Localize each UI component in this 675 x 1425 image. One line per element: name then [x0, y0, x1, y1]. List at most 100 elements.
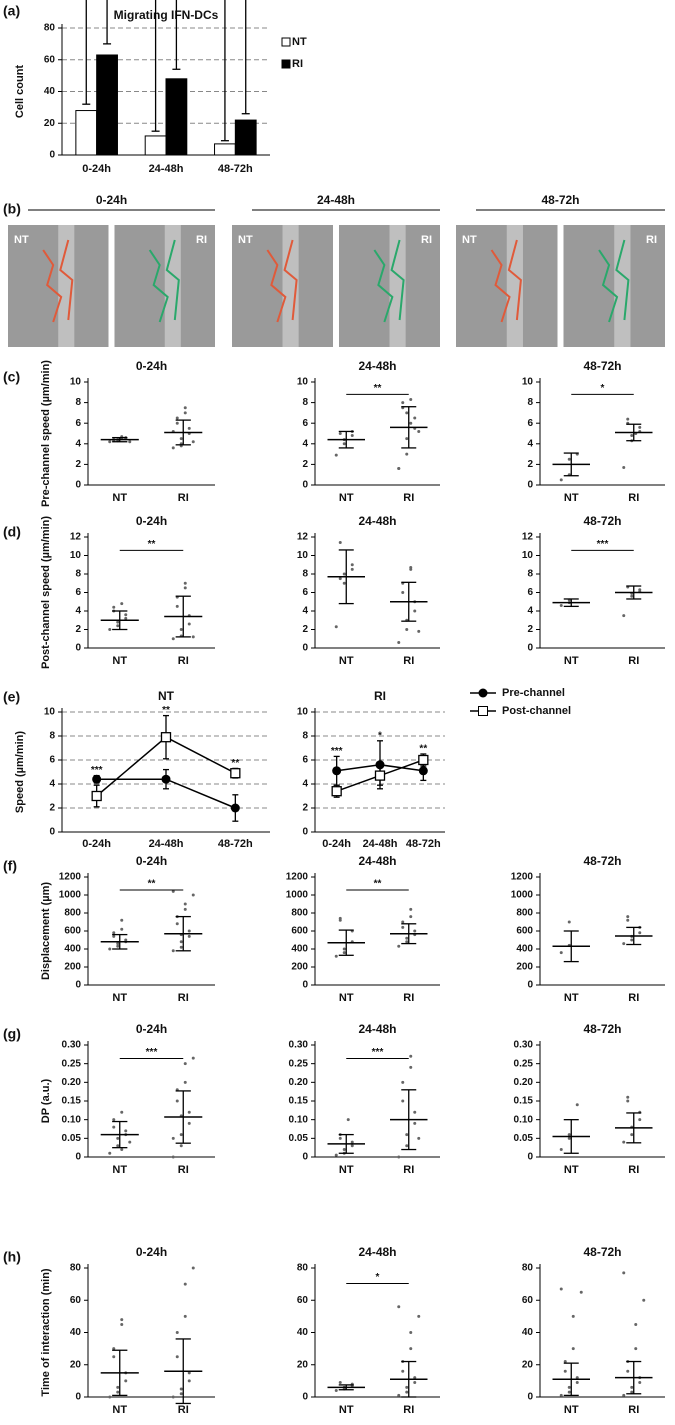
significance-label: * — [378, 730, 382, 741]
x-tick-label: NT — [112, 1164, 127, 1176]
x-tick-label: NT — [339, 492, 354, 504]
data-point — [417, 629, 421, 633]
y-tick-label: 800 — [516, 908, 533, 919]
data-point — [630, 434, 634, 438]
chart-title: 24-48h — [358, 1245, 396, 1259]
data-point — [413, 1121, 417, 1125]
y-tick-label: 0.30 — [62, 1040, 82, 1051]
data-point — [187, 1110, 191, 1114]
y-tick-label: 10 — [70, 377, 82, 388]
data-point — [183, 1282, 187, 1286]
y-tick-label: 0.05 — [289, 1133, 309, 1144]
chart-title: 0-24h — [136, 1245, 167, 1259]
chart-title: 24-48h — [358, 854, 396, 868]
y-tick-label: 1000 — [511, 890, 534, 901]
data-point — [175, 1355, 179, 1359]
y-tick-label: 6 — [302, 587, 308, 598]
data-point — [405, 437, 409, 441]
data-point — [116, 1144, 120, 1148]
data-point — [120, 1110, 124, 1114]
data-point — [191, 1056, 195, 1060]
y-tick-label: 600 — [291, 926, 308, 937]
data-point — [630, 938, 634, 942]
x-tick-label: NT — [339, 1164, 354, 1176]
chart-title: 24-48h — [358, 514, 396, 528]
data-point — [112, 605, 116, 609]
cell-tracks — [373, 239, 405, 323]
data-point — [638, 1380, 642, 1384]
legend-marker — [478, 706, 488, 716]
data-point — [171, 446, 175, 450]
data-point — [626, 918, 630, 922]
data-point — [334, 1153, 338, 1157]
data-point — [108, 440, 112, 444]
group-title: 48-72h — [541, 193, 579, 207]
data-point — [575, 1376, 579, 1380]
panel-label: (g) — [3, 1026, 21, 1042]
y-tick-label: 12 — [297, 532, 309, 543]
data-point — [397, 944, 401, 948]
significance-label: * — [376, 1272, 380, 1283]
y-tick-label: 800 — [64, 908, 81, 919]
legend-swatch — [281, 37, 291, 47]
data-point — [626, 1369, 630, 1373]
y-tick-label: 0 — [49, 827, 55, 838]
data-point — [191, 1266, 195, 1270]
data-point — [108, 1151, 112, 1155]
panel-label: (a) — [3, 3, 20, 19]
data-point — [638, 1118, 642, 1122]
y-tick-label: 6 — [527, 587, 533, 598]
data-point — [397, 467, 401, 471]
y-tick-label: 80 — [297, 1263, 309, 1274]
data-point — [128, 1140, 132, 1144]
y-tick-label: 8 — [302, 569, 308, 580]
x-tick-label: NT — [112, 992, 127, 1004]
channel-strip — [614, 225, 631, 347]
cell-tracks — [490, 239, 522, 323]
x-tick-label: NT — [564, 655, 579, 667]
data-point — [187, 426, 191, 430]
y-tick-label: 6 — [75, 418, 81, 429]
data-point — [187, 934, 191, 938]
data-point — [579, 1290, 583, 1294]
chart-title: 48-72h — [583, 854, 621, 868]
data-point — [397, 1305, 401, 1309]
panel-label: (f) — [3, 858, 17, 874]
data-point — [630, 594, 634, 598]
y-tick-label: 400 — [516, 944, 533, 955]
data-point — [405, 1133, 409, 1137]
significance-label: ** — [148, 879, 156, 890]
y-tick-label: 8 — [75, 397, 81, 408]
channel-strip — [389, 225, 406, 347]
data-point — [342, 951, 346, 955]
data-point — [575, 1380, 579, 1384]
y-tick-label: 80 — [70, 1263, 82, 1274]
x-tick-label: RI — [628, 492, 639, 504]
data-point — [171, 1155, 175, 1159]
significance-label: ** — [231, 758, 239, 769]
x-tick-label: 24-48h — [149, 838, 184, 850]
y-tick-label: 10 — [522, 377, 534, 388]
significance-label: ** — [374, 879, 382, 890]
x-tick-label: NT — [112, 1404, 127, 1416]
x-tick-label: 24-48h — [363, 838, 398, 850]
y-tick-label: 0 — [75, 1152, 81, 1163]
data-point — [183, 902, 187, 906]
y-tick-label: 200 — [64, 962, 81, 973]
x-tick-label: RI — [178, 492, 189, 504]
y-tick-label: 0 — [302, 480, 308, 491]
data-point — [175, 1331, 179, 1334]
data-point — [401, 1099, 405, 1103]
data-point — [350, 434, 354, 438]
significance-label: *** — [146, 1047, 158, 1058]
y-tick-label: 2 — [527, 624, 533, 635]
y-tick-label: 1000 — [59, 890, 82, 901]
y-tick-label: 40 — [297, 1327, 309, 1338]
data-point — [175, 604, 179, 608]
y-tick-label: 10 — [70, 550, 82, 561]
x-tick-label: RI — [628, 992, 639, 1004]
data-point — [112, 934, 116, 938]
data-point — [116, 1385, 120, 1389]
y-tick-label: 6 — [302, 418, 308, 429]
data-point — [405, 936, 409, 940]
